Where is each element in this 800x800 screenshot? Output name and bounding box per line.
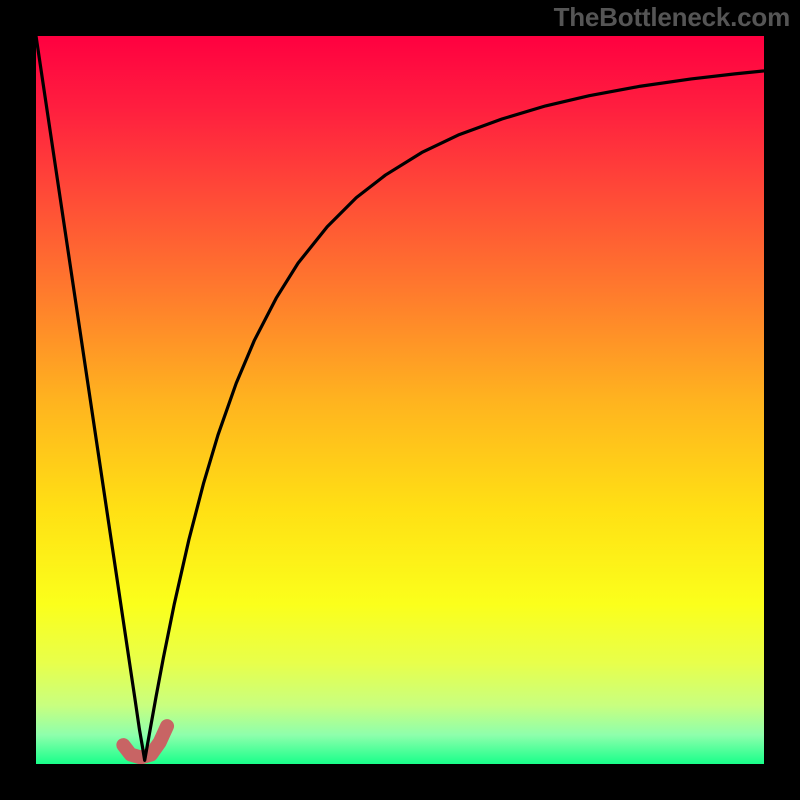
plot-svg bbox=[36, 36, 764, 764]
figure-container: TheBottleneck.com bbox=[0, 0, 800, 800]
plot-background bbox=[36, 36, 764, 764]
watermark-text: TheBottleneck.com bbox=[0, 2, 800, 33]
